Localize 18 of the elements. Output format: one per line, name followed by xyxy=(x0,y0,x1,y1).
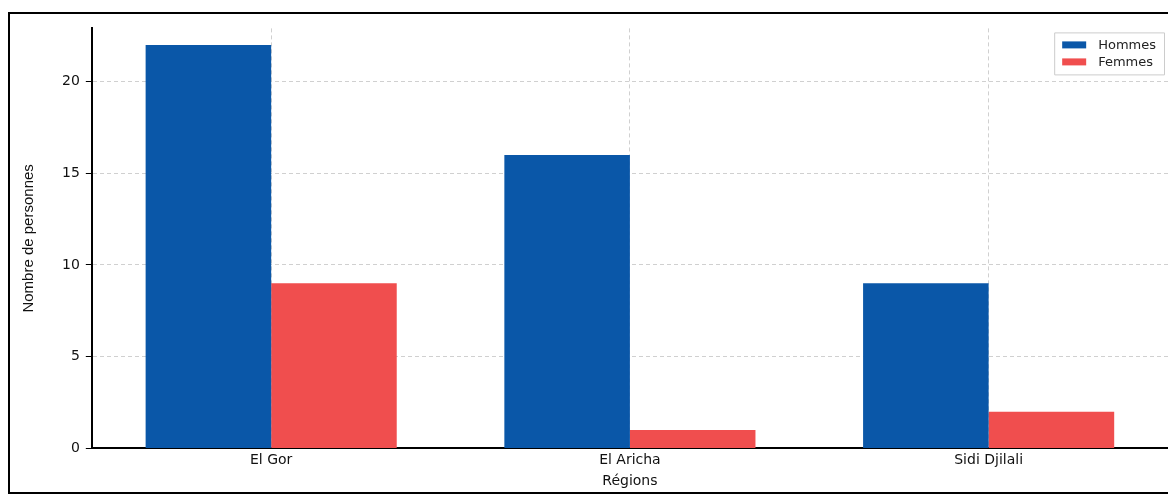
y-axis-title: Nombre de personnes xyxy=(19,164,37,313)
bar xyxy=(271,283,397,448)
y-tick-label: 15 xyxy=(61,163,80,180)
bar xyxy=(988,411,1115,448)
bar xyxy=(629,430,756,448)
x-axis-title: Régions xyxy=(602,472,658,489)
y-tick-label: 5 xyxy=(70,347,80,364)
y-tick-label: 10 xyxy=(61,255,80,272)
x-tick-label: El Aricha xyxy=(599,451,661,468)
x-tick-label: Sidi Djilali xyxy=(954,451,1024,468)
legend-label: Hommes xyxy=(1098,36,1157,52)
legend-label: Femmes xyxy=(1098,53,1154,69)
bar xyxy=(504,154,630,448)
x-tick-label: El Gor xyxy=(250,451,293,468)
y-tick-label: 20 xyxy=(61,72,80,89)
bar xyxy=(145,44,272,448)
bar xyxy=(863,283,989,448)
y-tick-label: 0 xyxy=(70,439,80,456)
